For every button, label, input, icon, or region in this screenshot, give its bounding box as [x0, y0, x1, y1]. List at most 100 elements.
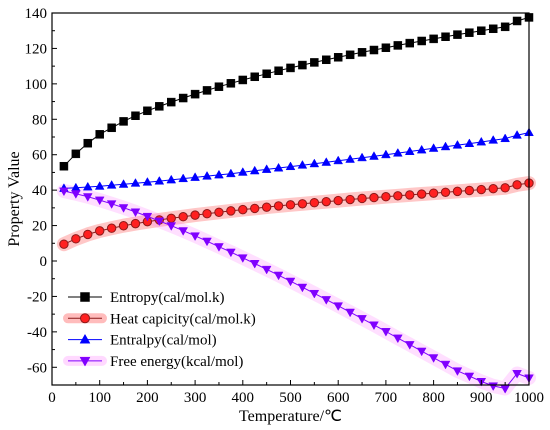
- data-point: [273, 201, 284, 211]
- legend-marker: [80, 292, 90, 302]
- data-point: [142, 212, 153, 222]
- data-point: [178, 212, 188, 222]
- data-point: [95, 130, 104, 139]
- data-point: [345, 50, 355, 60]
- data-point: [345, 308, 355, 318]
- data-point: [154, 175, 165, 185]
- y-tick-label: 40: [32, 183, 47, 199]
- data-point: [357, 48, 367, 57]
- data-point: [333, 53, 343, 62]
- data-point: [118, 179, 129, 188]
- data-point: [369, 151, 379, 160]
- data-point: [297, 199, 308, 209]
- data-point: [476, 136, 487, 146]
- data-point: [333, 155, 344, 165]
- data-point: [143, 106, 152, 116]
- data-point: [440, 187, 451, 197]
- data-point: [297, 160, 308, 169]
- data-point: [381, 43, 391, 52]
- data-point: [500, 183, 510, 193]
- legend-label: Heat capicity(cal/mol.k): [110, 311, 256, 327]
- data-point: [321, 296, 332, 305]
- data-point: [237, 254, 248, 263]
- x-tick-label: 900: [470, 390, 493, 406]
- data-point: [178, 93, 188, 103]
- x-tick-label: 400: [232, 390, 255, 406]
- data-point: [214, 169, 224, 179]
- data-point: [428, 188, 439, 198]
- data-point: [345, 194, 355, 205]
- data-point: [261, 202, 272, 212]
- data-point: [154, 217, 165, 227]
- data-point: [416, 189, 427, 199]
- y-tick-label: 80: [32, 112, 47, 128]
- series-4: [59, 187, 534, 394]
- data-point: [416, 347, 427, 357]
- data-point: [226, 79, 236, 88]
- series-line: [63, 16, 530, 167]
- data-point: [309, 198, 320, 208]
- data-point: [285, 200, 296, 210]
- data-point: [214, 82, 224, 91]
- data-point: [285, 161, 296, 171]
- data-point: [249, 260, 260, 269]
- data-point: [416, 144, 427, 154]
- data-point: [310, 58, 319, 67]
- data-point: [261, 265, 272, 275]
- data-point: [512, 370, 522, 379]
- data-point: [309, 289, 320, 299]
- data-point: [500, 22, 510, 32]
- data-point: [71, 234, 81, 244]
- data-point: [190, 210, 200, 220]
- data-point: [274, 66, 283, 75]
- y-tick-label: -60: [27, 360, 47, 376]
- data-point: [119, 117, 128, 126]
- legend: Entropy(cal/mol.k) Heat capicity(cal/mol.…: [63, 290, 256, 370]
- data-point: [273, 271, 284, 281]
- data-point: [71, 149, 81, 159]
- data-point: [393, 191, 403, 201]
- x-tick-label: 0: [48, 390, 56, 406]
- data-point: [178, 227, 189, 236]
- legend-marker: [80, 313, 90, 324]
- series-layer: [59, 13, 534, 394]
- y-tick-label: 140: [25, 6, 48, 22]
- series-line: [63, 190, 530, 390]
- data-point: [273, 162, 284, 172]
- legend-label: Entropy(cal/mol.k): [110, 290, 225, 306]
- data-point: [94, 181, 105, 190]
- data-point: [130, 208, 141, 218]
- legend-item: Entralpy(cal/mol): [68, 333, 217, 349]
- data-point: [464, 372, 475, 382]
- data-point: [59, 161, 69, 171]
- data-point: [250, 72, 259, 82]
- series-line: [63, 132, 530, 189]
- legend-item: Heat capicity(cal/mol.k): [63, 311, 256, 327]
- data-point: [107, 123, 116, 133]
- data-point: [322, 55, 331, 65]
- legend-marker: [79, 357, 91, 367]
- data-point: [333, 195, 343, 206]
- data-point: [202, 237, 212, 247]
- data-point: [464, 185, 475, 196]
- data-point: [82, 181, 93, 191]
- data-point: [321, 157, 332, 166]
- data-point: [321, 196, 331, 207]
- data-point: [59, 187, 69, 197]
- data-point: [131, 111, 140, 120]
- data-point: [440, 141, 451, 151]
- series-line: [63, 182, 530, 245]
- x-tick-label: 1000: [514, 390, 544, 406]
- data-point: [404, 341, 415, 350]
- y-tick-label: 0: [40, 254, 48, 270]
- data-point: [405, 38, 414, 48]
- data-point: [95, 226, 105, 236]
- x-tick-label: 800: [422, 390, 445, 406]
- data-point: [155, 102, 164, 111]
- legend-marker: [79, 333, 91, 344]
- legend-item: Free energy(kcal/mol): [63, 354, 243, 370]
- data-point: [190, 89, 200, 99]
- data-point: [237, 167, 248, 176]
- data-point: [238, 204, 248, 215]
